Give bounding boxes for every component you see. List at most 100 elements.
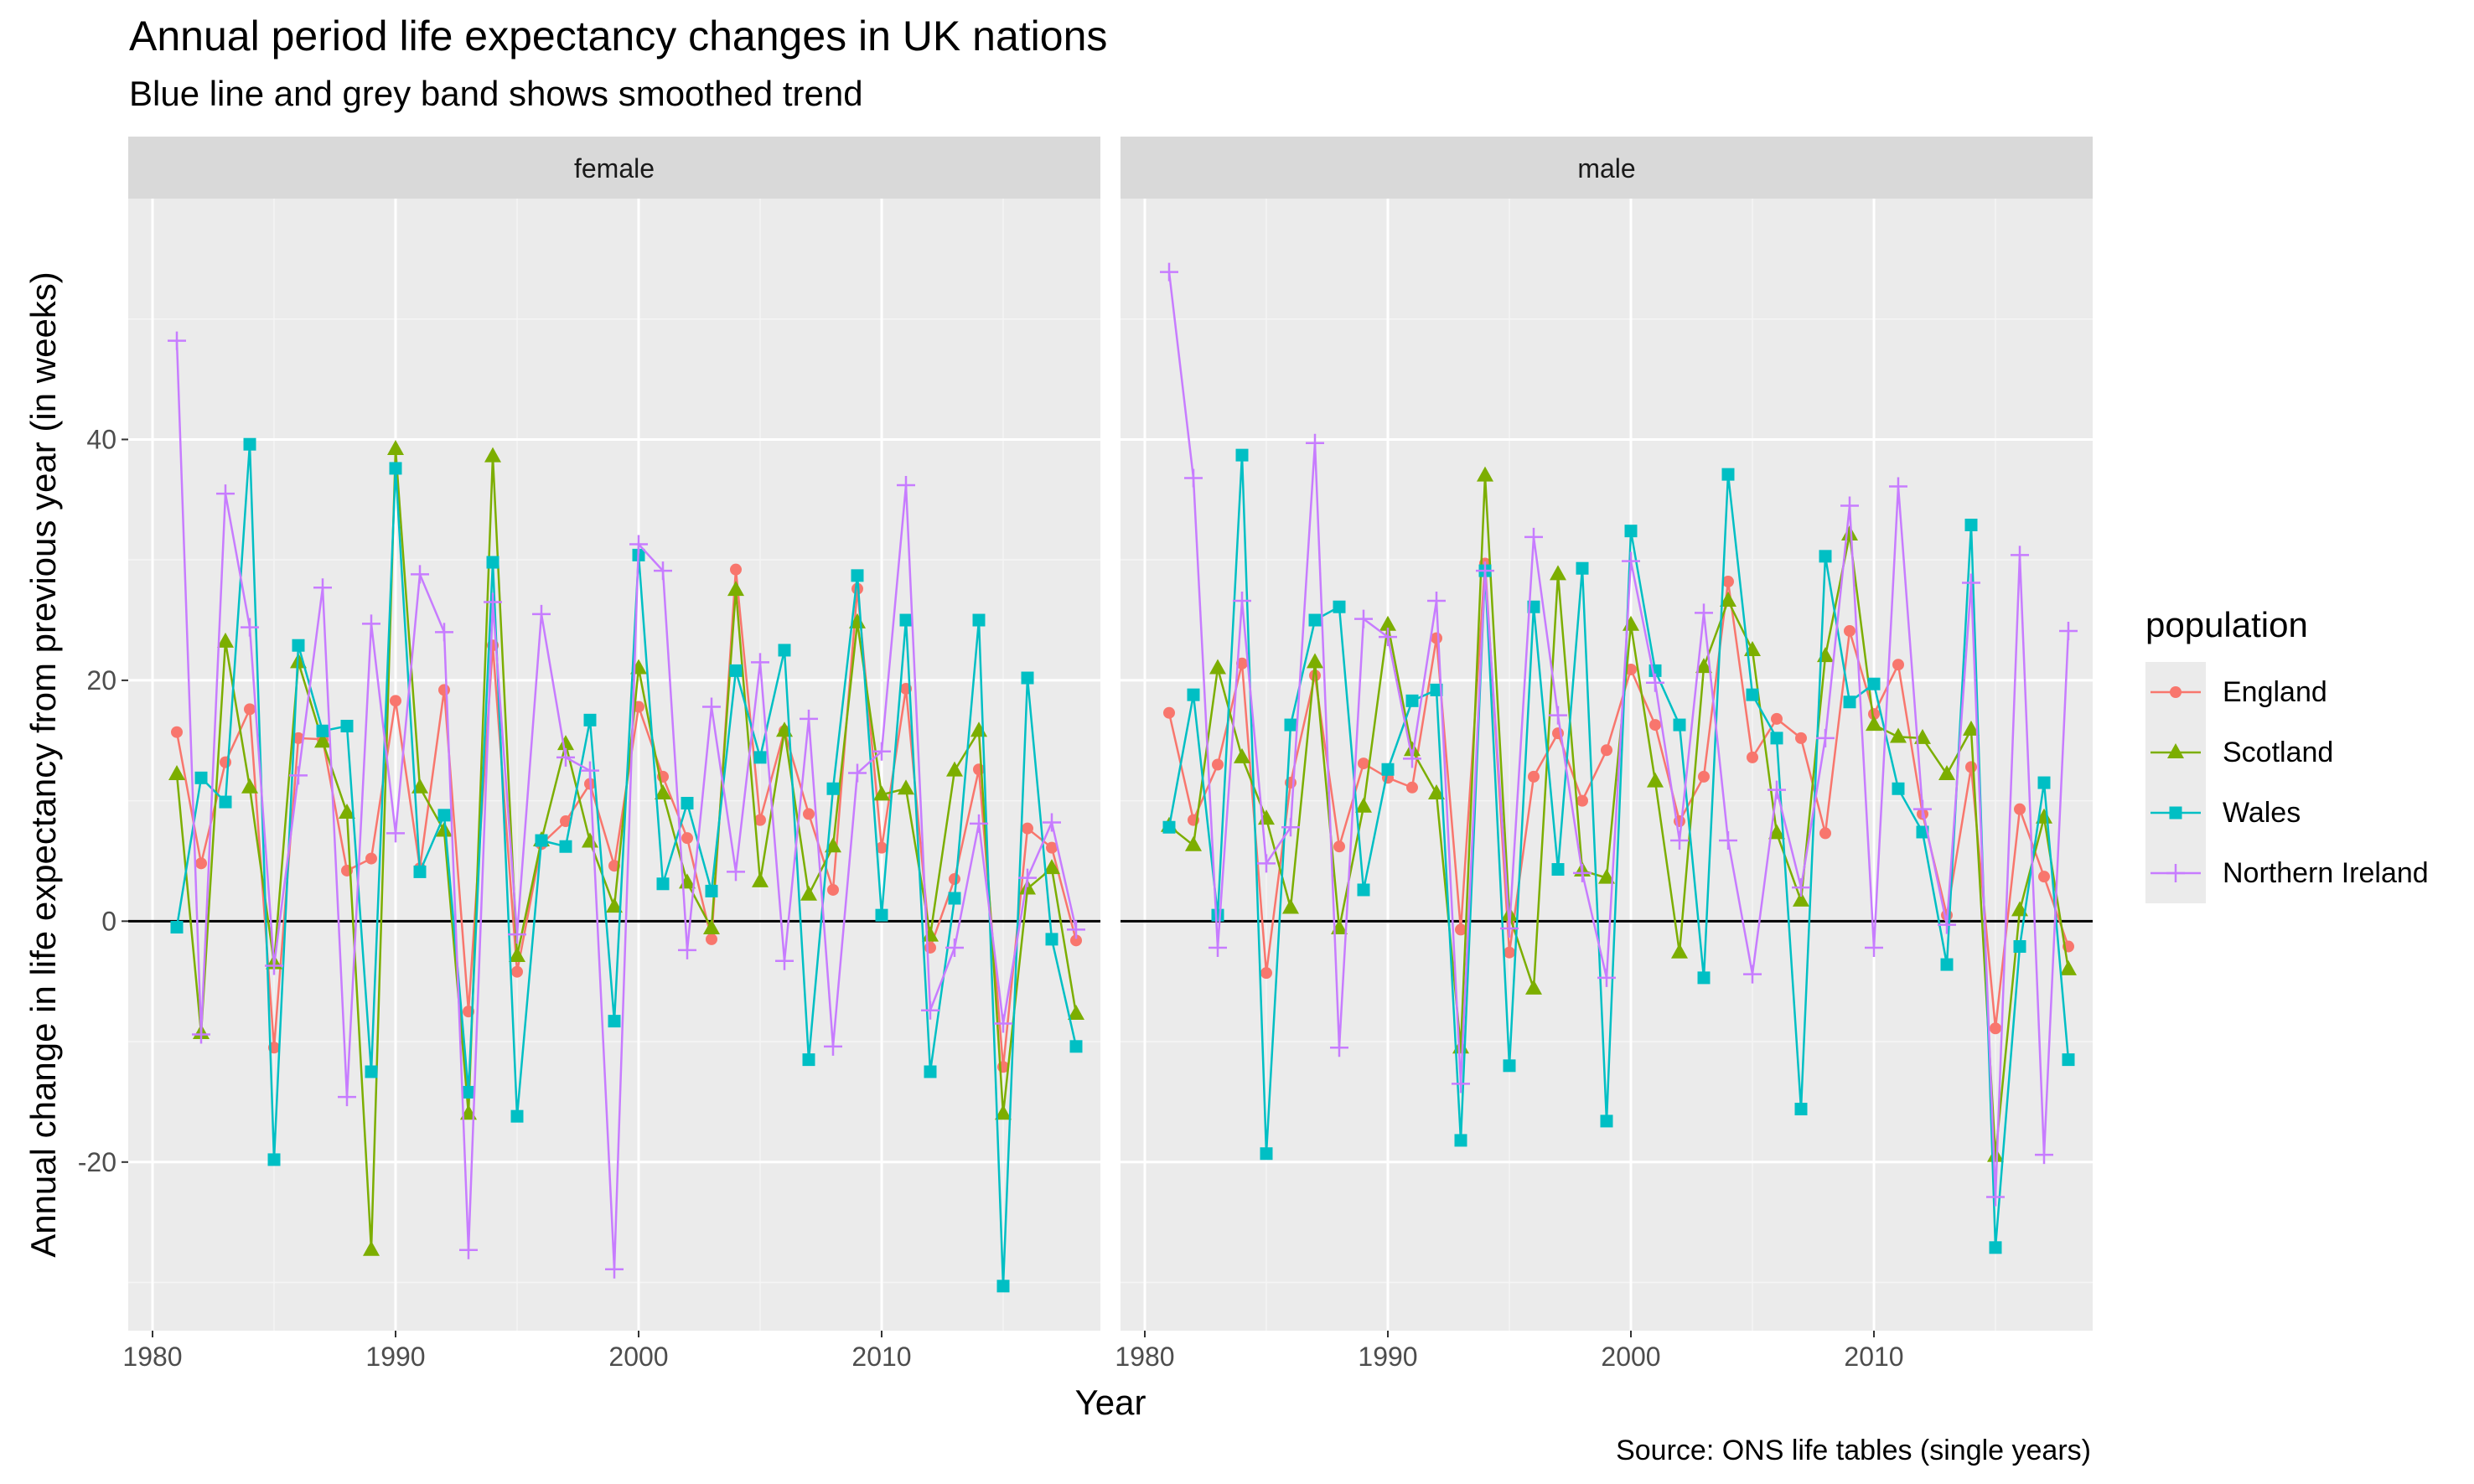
data-point-england — [1455, 923, 1467, 936]
data-point-northern-ireland — [872, 742, 891, 761]
data-point-northern-ireland — [1622, 551, 1640, 571]
data-point-wales — [1867, 677, 1881, 690]
data-point-northern-ireland — [1597, 968, 1616, 987]
data-point-scotland — [557, 735, 574, 751]
data-point-northern-ireland — [1670, 831, 1689, 851]
data-point-wales — [1284, 718, 1297, 732]
data-point-scotland — [1525, 979, 1542, 995]
data-point-england — [292, 732, 304, 744]
data-point-northern-ireland — [1719, 831, 1737, 851]
data-point-england — [949, 873, 960, 886]
data-point-northern-ireland — [1816, 728, 1835, 747]
data-point-england — [1819, 827, 1831, 840]
data-point-scotland — [241, 778, 258, 794]
data-point-scotland — [1355, 797, 1372, 813]
data-point-wales — [1308, 613, 1322, 627]
data-point-england — [973, 763, 985, 776]
data-point-wales — [1721, 468, 1735, 481]
data-point-wales — [2013, 940, 2026, 954]
data-point-scotland — [1647, 772, 1664, 788]
data-point-northern-ireland — [1865, 938, 1883, 957]
data-point-scotland — [825, 837, 841, 853]
data-point-wales — [340, 720, 354, 733]
data-point-scotland — [1890, 727, 1907, 743]
data-point-northern-ireland — [192, 1025, 210, 1044]
data-point-wales — [1964, 518, 1978, 531]
data-point-scotland — [1987, 1146, 2004, 1162]
data-point-wales — [681, 796, 694, 809]
data-point-northern-ireland — [1573, 863, 1592, 882]
data-point-northern-ireland — [629, 535, 648, 554]
legend-key — [2145, 722, 2206, 783]
data-point-northern-ireland — [338, 1088, 356, 1107]
data-point-england — [1333, 840, 1345, 853]
data-point-scotland — [436, 821, 453, 837]
data-point-scotland — [995, 1104, 1012, 1120]
data-point-scotland — [1963, 720, 1980, 736]
data-point-wales — [972, 613, 986, 627]
data-point-wales — [656, 877, 670, 891]
data-point-northern-ireland — [1452, 1074, 1470, 1094]
data-point-england — [1868, 708, 1880, 721]
data-point-northern-ireland — [1549, 706, 1567, 725]
data-point-england — [1990, 1022, 2001, 1035]
data-point-northern-ireland — [1257, 854, 1276, 873]
x-axis-title: Year — [1075, 1383, 1146, 1422]
data-point-wales — [1333, 600, 1346, 613]
data-point-northern-ireland — [605, 1259, 624, 1279]
data-point-england — [1771, 712, 1783, 725]
data-point-scotland — [1768, 824, 1785, 840]
data-point-wales — [559, 840, 572, 853]
data-point-england — [730, 563, 742, 576]
data-point-wales — [1940, 958, 1954, 971]
data-point-wales — [1021, 671, 1034, 685]
data-point-wales — [194, 771, 208, 784]
data-point-scotland — [1550, 565, 1566, 581]
data-point-wales — [437, 809, 451, 822]
data-point-northern-ireland — [1160, 262, 1178, 282]
data-point-northern-ireland — [970, 814, 988, 833]
data-point-england — [754, 814, 766, 826]
data-point-northern-ireland — [848, 763, 867, 783]
data-point-england — [1260, 967, 1272, 980]
data-point-northern-ireland — [386, 824, 405, 843]
data-point-england — [195, 857, 207, 870]
data-point-northern-ireland — [654, 561, 672, 581]
data-point-scotland — [1695, 658, 1712, 674]
data-point-wales — [292, 639, 305, 652]
data-point-scotland — [946, 761, 963, 777]
data-point-england — [1212, 758, 1224, 771]
data-point-wales — [705, 884, 718, 897]
y-tick-label: 40 — [86, 424, 116, 454]
data-point-scotland — [606, 897, 623, 913]
data-point-england — [1070, 934, 1082, 947]
data-point-wales — [802, 1053, 815, 1067]
data-point-wales — [1260, 1147, 1273, 1161]
data-point-england — [1844, 624, 1856, 637]
data-point-wales — [1211, 908, 1224, 922]
data-point-england — [1698, 770, 1710, 783]
data-point-england — [1892, 659, 1904, 671]
data-point-wales — [1405, 694, 1419, 707]
x-tick-label: 2000 — [608, 1342, 668, 1372]
data-point-northern-ireland — [435, 623, 453, 642]
data-point-wales — [1357, 883, 1370, 897]
data-point-scotland — [1185, 835, 1202, 851]
data-point-wales — [996, 1280, 1010, 1293]
data-point-northern-ireland — [1476, 561, 1494, 581]
data-point-wales — [1503, 1059, 1516, 1073]
legend-item-northern-ireland: Northern Ireland — [2145, 843, 2429, 903]
data-point-wales — [267, 1153, 281, 1166]
data-point-wales — [899, 613, 913, 627]
data-point-scotland — [1720, 592, 1736, 608]
data-point-england — [390, 695, 401, 707]
data-point-wales — [1770, 732, 1783, 745]
data-point-northern-ireland — [241, 618, 259, 637]
data-point-wales — [219, 795, 232, 809]
data-point-scotland — [509, 947, 525, 963]
data-point-northern-ireland — [1768, 780, 1786, 799]
data-point-england — [1046, 841, 1058, 854]
data-point-northern-ireland — [1938, 915, 1956, 934]
data-point-northern-ireland — [411, 565, 429, 584]
